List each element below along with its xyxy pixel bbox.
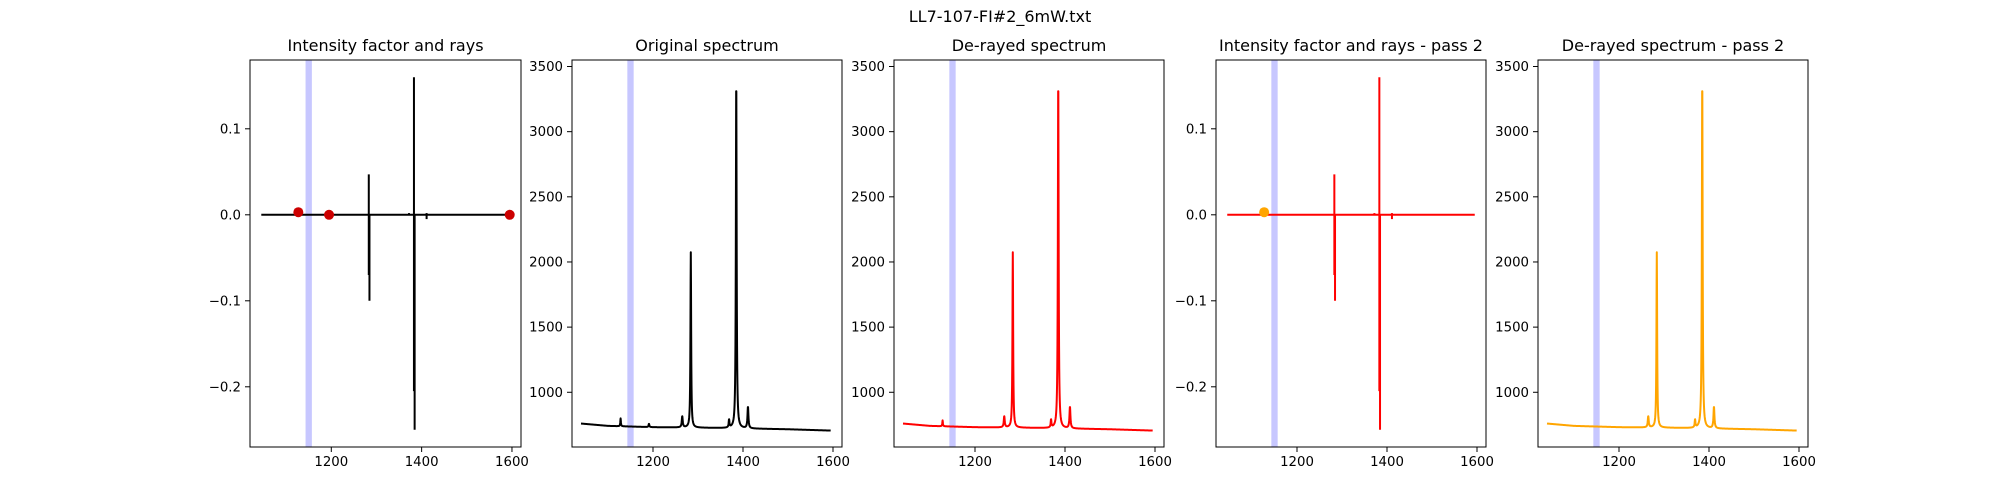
panel-4-xtick-label-1: 1200 — [1280, 455, 1314, 470]
panel-5-ytick-label-1: 1000 — [1495, 386, 1529, 401]
panel-3-axes-frame — [893, 59, 1165, 448]
panel-3-ytick-label-5: 3000 — [851, 125, 885, 140]
panel-1: 1200 1400 1600 −0.2 −0.1 0.0 0.1 Intensity fact… — [209, 36, 529, 470]
panel-1-ytick-label-2: −0.1 — [209, 294, 241, 309]
panel-4-ytick-label-4: 0.1 — [1186, 122, 1207, 137]
panel-3-ytick-label-6: 3500 — [851, 60, 885, 75]
panel-5-ytick-label-6: 3500 — [1495, 60, 1529, 75]
panel-1-ray-marker-2 — [324, 209, 335, 220]
panel-5-xtick-label-2: 1400 — [1692, 455, 1726, 470]
panel-3-ytick-label-2: 1500 — [851, 321, 885, 336]
panel-2-ytick-label-1: 1000 — [529, 386, 563, 401]
panel-2-shaded-band — [627, 60, 634, 447]
panel-4: 1200 1400 1600 −0.2 −0.1 0.0 0.1 Intensity fact… — [1175, 36, 1494, 470]
panel-1-ytick-label-3: 0.0 — [220, 208, 241, 223]
panel-5: 1200 1400 1600 1000 1500 2000 2500 3000 3500 De-r… — [1495, 36, 1816, 470]
panel-1-ray-marker-3 — [504, 209, 515, 220]
panel-1-title: Intensity factor and rays — [287, 36, 483, 55]
panel-1-ytick-label-1: −0.2 — [209, 380, 241, 395]
panel-2: 1200 1400 1600 1000 1500 2000 2500 3000 3500 Orig… — [529, 36, 850, 470]
panel-5-ytick-label-5: 3000 — [1495, 125, 1529, 140]
panel-4-xtick-label-2: 1400 — [1370, 455, 1404, 470]
panel-3-xtick-label-2: 1400 — [1048, 455, 1082, 470]
panel-3-spectrum-line — [902, 90, 1154, 432]
figure-title: LL7-107-FI#2_6mW.txt — [909, 7, 1091, 27]
panel-4-ytick-label-1: −0.2 — [1175, 380, 1207, 395]
panel-2-ytick-label-2: 1500 — [529, 321, 563, 336]
panel-4-shaded-band — [1271, 60, 1278, 447]
panel-2-ytick-label-6: 3500 — [529, 60, 563, 75]
panel-4-xtick-label-3: 1600 — [1460, 455, 1494, 470]
panel-1-xtick-label-2: 1400 — [405, 455, 439, 470]
panel-2-spectrum-line — [580, 90, 832, 432]
panel-2-ytick-label-3: 2000 — [529, 255, 563, 270]
panel-1-axes-frame — [249, 59, 522, 448]
panel-2-ytick-label-5: 3000 — [529, 125, 563, 140]
panel-1-ytick-label-4: 0.1 — [220, 122, 241, 137]
panel-5-axes-frame — [1537, 59, 1809, 448]
panel-5-title: De-rayed spectrum - pass 2 — [1562, 36, 1784, 55]
panel-2-ytick-label-4: 2500 — [529, 190, 563, 205]
panel-4-title: Intensity factor and rays - pass 2 — [1219, 36, 1483, 55]
panel-5-xtick-label-3: 1600 — [1782, 455, 1816, 470]
panel-2-xtick-label-2: 1400 — [726, 455, 760, 470]
panel-3: 1200 1400 1600 1000 1500 2000 2500 3000 3500 De-r… — [851, 36, 1172, 470]
panel-2-title: Original spectrum — [635, 36, 778, 55]
panel-3-xtick-label-1: 1200 — [958, 455, 992, 470]
panel-3-ytick-label-1: 1000 — [851, 386, 885, 401]
panel-2-axes-frame — [571, 59, 843, 448]
panel-5-ytick-label-2: 1500 — [1495, 321, 1529, 336]
panel-4-ytick-label-3: 0.0 — [1186, 208, 1207, 223]
panel-5-ytick-label-3: 2000 — [1495, 255, 1529, 270]
panel-4-ytick-label-2: −0.1 — [1175, 294, 1207, 309]
panel-1-ray-marker-1 — [293, 207, 304, 218]
panel-3-shaded-band — [949, 60, 956, 447]
panel-3-title: De-rayed spectrum — [952, 36, 1107, 55]
panel-5-xtick-label-1: 1200 — [1602, 455, 1636, 470]
panel-5-spectrum-line — [1546, 90, 1798, 432]
panel-2-xtick-label-1: 1200 — [636, 455, 670, 470]
panel-1-xtick-label-3: 1600 — [495, 455, 529, 470]
panel-4-ray-marker-1 — [1259, 207, 1270, 218]
panel-2-xtick-label-3: 1600 — [816, 455, 850, 470]
panel-3-ytick-label-3: 2000 — [851, 255, 885, 270]
panel-4-axes-frame — [1215, 59, 1487, 448]
panel-3-ytick-label-4: 2500 — [851, 190, 885, 205]
panel-5-shaded-band — [1593, 60, 1600, 447]
panel-1-shaded-band — [305, 60, 312, 447]
panel-3-xtick-label-3: 1600 — [1138, 455, 1172, 470]
panel-5-ytick-label-4: 2500 — [1495, 190, 1529, 205]
panel-1-xtick-label-1: 1200 — [314, 455, 348, 470]
